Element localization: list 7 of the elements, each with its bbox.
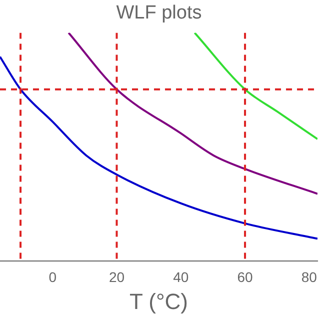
x-tick-label: 20 <box>108 269 125 286</box>
x-tick-label: 0 <box>48 269 57 286</box>
x-tick-label: 40 <box>173 269 189 286</box>
x-tick-label: 80 <box>301 269 318 286</box>
chart-title: WLF plots <box>116 2 202 24</box>
x-tick-label: 60 <box>237 269 254 286</box>
x-axis-title: T (°C) <box>130 288 188 314</box>
